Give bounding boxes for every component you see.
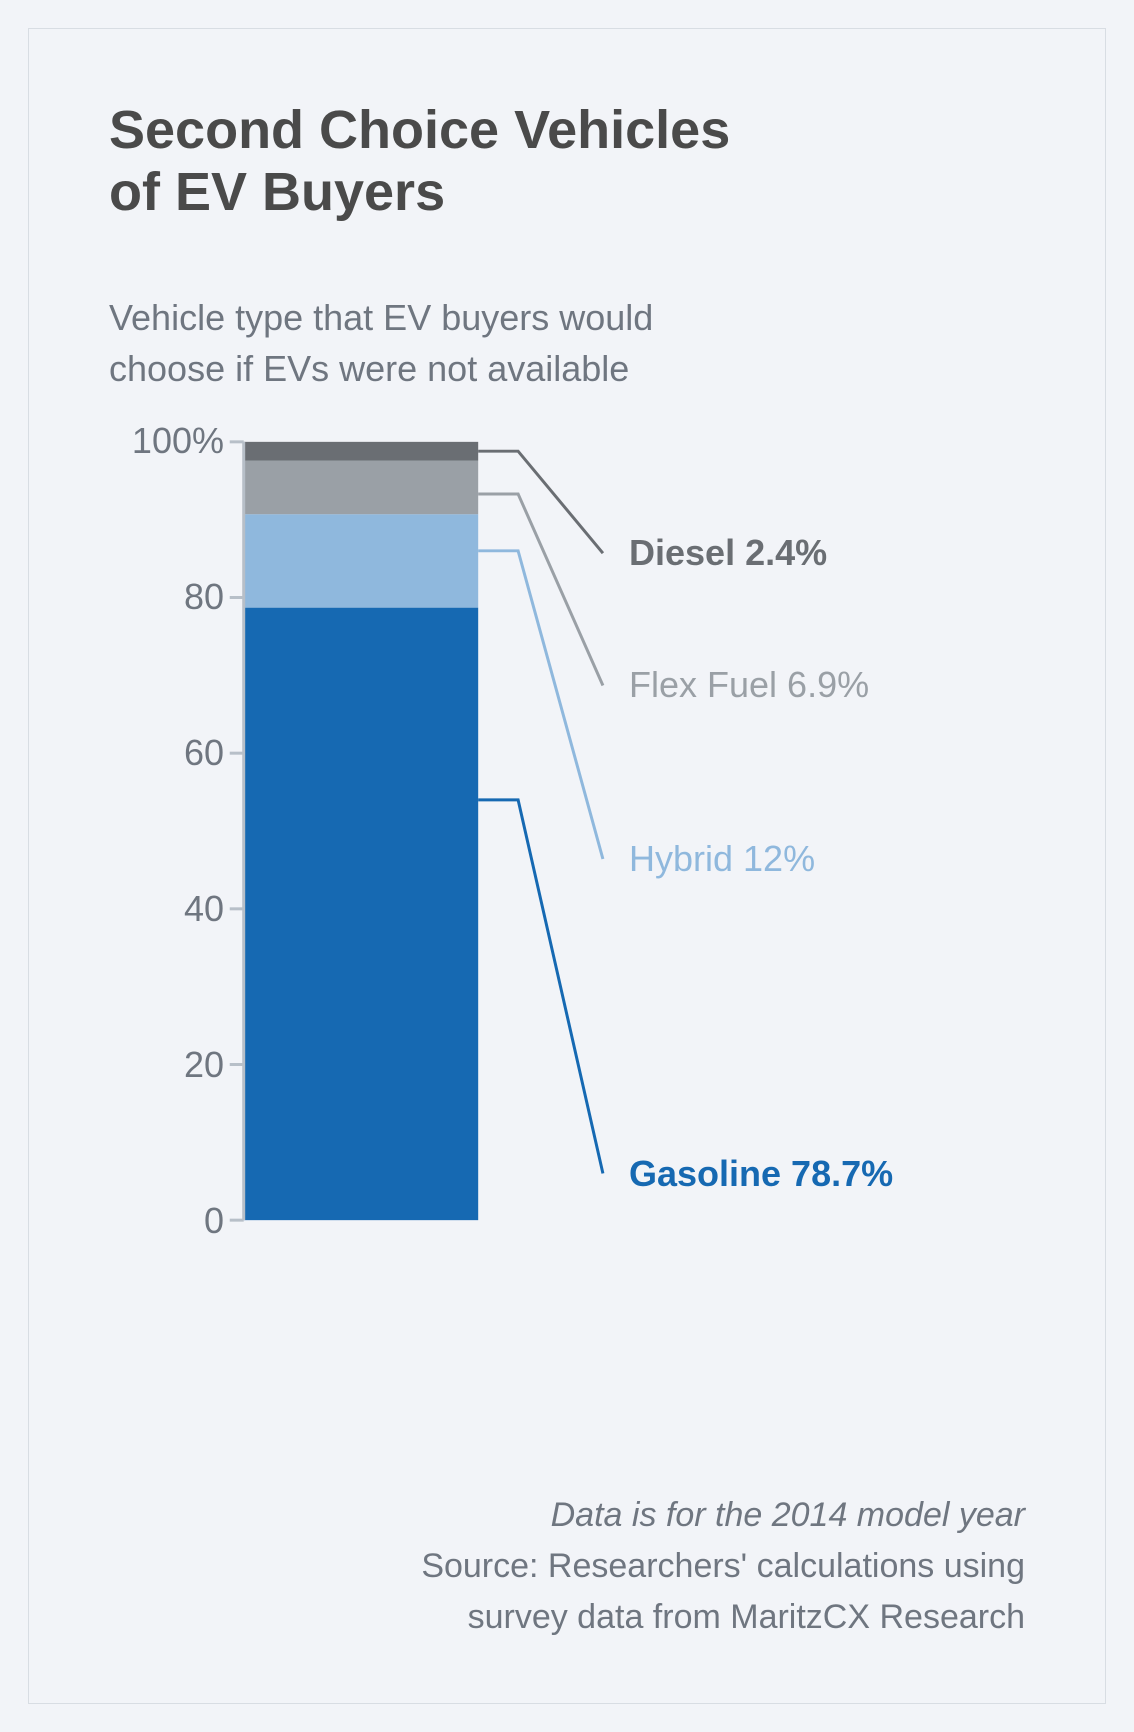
callout-line-diesel (478, 451, 603, 553)
bar-segment-diesel (244, 442, 478, 461)
footer-note: Data is for the 2014 model year (421, 1490, 1025, 1541)
bar-segment-hybrid (244, 514, 478, 607)
callout-line-flexfuel (478, 494, 603, 685)
chart-title: Second Choice Vehicles of EV Buyers (109, 99, 1025, 223)
y-tick-label: 40 (184, 888, 224, 930)
chart-title-line1: Second Choice Vehicles (109, 100, 730, 160)
callout-label-diesel: Diesel 2.4% (629, 532, 827, 574)
y-tick-label: 80 (184, 576, 224, 618)
chart-card: Second Choice Vehicles of EV Buyers Vehi… (28, 28, 1106, 1704)
callout-label-flexfuel: Flex Fuel 6.9% (629, 664, 869, 706)
chart-footer: Data is for the 2014 model year Source: … (421, 1490, 1025, 1643)
y-tick-label: 0 (204, 1200, 224, 1242)
bar-segment-gasoline (244, 608, 478, 1221)
y-tick-label: 60 (184, 732, 224, 774)
callout-label-hybrid: Hybrid 12% (629, 838, 815, 880)
chart-subtitle-line1: Vehicle type that EV buyers would (109, 297, 653, 338)
chart-subtitle-line2: choose if EVs were not available (109, 348, 629, 389)
callout-line-gasoline (478, 800, 603, 1174)
chart-svg (109, 416, 1025, 1246)
callout-line-hybrid (478, 551, 603, 859)
footer-source-2: survey data from MaritzCX Research (421, 1592, 1025, 1643)
callout-label-gasoline: Gasoline 78.7% (629, 1153, 893, 1195)
chart-subtitle: Vehicle type that EV buyers would choose… (109, 293, 1025, 394)
chart-plot-area: 0 20 40 60 80 100% Gasoline 78.7% Hybrid 12% Fl… (109, 416, 1025, 1246)
chart-title-line2: of EV Buyers (109, 162, 445, 222)
y-tick-label: 20 (184, 1044, 224, 1086)
y-tick-label: 100% (132, 420, 224, 462)
bar-segment-flexfuel (244, 460, 478, 514)
footer-source-1: Source: Researchers' calculations using (421, 1541, 1025, 1592)
